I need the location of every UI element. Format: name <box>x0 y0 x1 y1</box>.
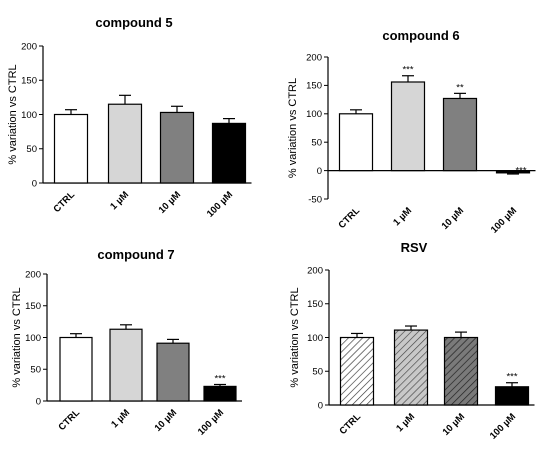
y-tick-label: 50 <box>30 365 41 376</box>
x-tick-label: 10 µM <box>441 411 468 438</box>
significance-label: ** <box>456 82 464 93</box>
bar-1 <box>338 113 374 172</box>
y-tick-label: 200 <box>306 52 322 63</box>
y-tick-label: -50 <box>308 194 322 205</box>
chart-panel-3: compound 7 % variation vs CTRL 0 50 100 150 20… <box>11 247 242 438</box>
y-tick-label: 150 <box>307 299 323 310</box>
y-tick-label: 50 <box>311 138 322 149</box>
bar-4 <box>494 386 530 406</box>
bar-1 <box>339 336 375 406</box>
bar-3 <box>442 97 478 172</box>
chart-title: compound 5 <box>95 15 172 30</box>
y-tick-label: 0 <box>32 178 37 189</box>
y-tick-label: 100 <box>307 333 323 344</box>
bar-2 <box>393 329 429 406</box>
y-axis-label: % variation vs CTRL <box>7 64 19 164</box>
y-tick-label: 150 <box>21 76 37 87</box>
x-tick-label: 10 µM <box>153 407 180 434</box>
x-tick-label: 1 µM <box>108 189 131 212</box>
bar-3 <box>156 342 190 402</box>
x-tick-label: CTRL <box>336 205 362 231</box>
bar-2 <box>390 81 426 172</box>
chart-panel-4: RSV % variation vs CTRL 0 50 100 150 200 CTRL 1 … <box>289 240 535 442</box>
chart-panel-2: compound 6 % variation vs CTRL -50 0 50 100 15… <box>287 28 536 236</box>
y-tick-label: 0 <box>318 400 323 411</box>
bar-4 <box>211 122 247 184</box>
bar-3 <box>443 336 479 406</box>
y-tick-label: 0 <box>317 166 322 177</box>
x-tick-label: 1 µM <box>394 411 417 434</box>
x-tick-label: 1 µM <box>391 205 414 228</box>
chart-panel-1: compound 5 % variation vs CTRL 0 50 100 150 20… <box>7 15 252 220</box>
y-axis-label: % variation vs CTRL <box>289 287 301 387</box>
x-tick-label: 10 µM <box>157 189 184 216</box>
bar-2 <box>109 328 143 402</box>
y-tick-label: 200 <box>25 269 41 280</box>
y-tick-label: 100 <box>21 110 37 121</box>
y-tick-label: 50 <box>312 367 323 378</box>
bar-3 <box>159 111 195 184</box>
y-tick-label: 50 <box>26 144 37 155</box>
bar-4 <box>495 170 531 174</box>
bar-2 <box>107 103 143 184</box>
x-tick-label: 100 µM <box>196 407 226 437</box>
y-tick-label: 0 <box>36 396 41 407</box>
x-tick-label: CTRL <box>51 189 77 215</box>
bar-4 <box>203 385 237 402</box>
x-tick-label: CTRL <box>337 411 363 437</box>
y-tick-label: 100 <box>306 109 322 120</box>
y-axis-label: % variation vs CTRL <box>287 78 299 178</box>
significance-label: *** <box>515 166 526 177</box>
y-tick-label: 150 <box>306 81 322 92</box>
x-tick-label: CTRL <box>56 407 82 433</box>
bar-1 <box>59 336 93 402</box>
significance-label: *** <box>214 373 225 384</box>
y-tick-label: 100 <box>25 333 41 344</box>
y-axis-label: % variation vs CTRL <box>11 287 23 387</box>
y-tick-label: 200 <box>307 265 323 276</box>
x-tick-label: 1 µM <box>109 407 132 430</box>
y-tick-label: 150 <box>25 301 41 312</box>
x-tick-label: 100 µM <box>205 189 235 219</box>
x-tick-label: 10 µM <box>440 205 467 232</box>
significance-label: *** <box>402 65 413 76</box>
chart-title: RSV <box>401 240 428 255</box>
chart-title: compound 7 <box>97 247 174 262</box>
x-tick-label: 100 µM <box>489 205 519 235</box>
significance-label: *** <box>506 372 517 383</box>
bar-1 <box>53 113 89 184</box>
y-tick-label: 200 <box>21 41 37 52</box>
x-tick-label: 100 µM <box>488 411 518 441</box>
chart-title: compound 6 <box>382 28 459 43</box>
